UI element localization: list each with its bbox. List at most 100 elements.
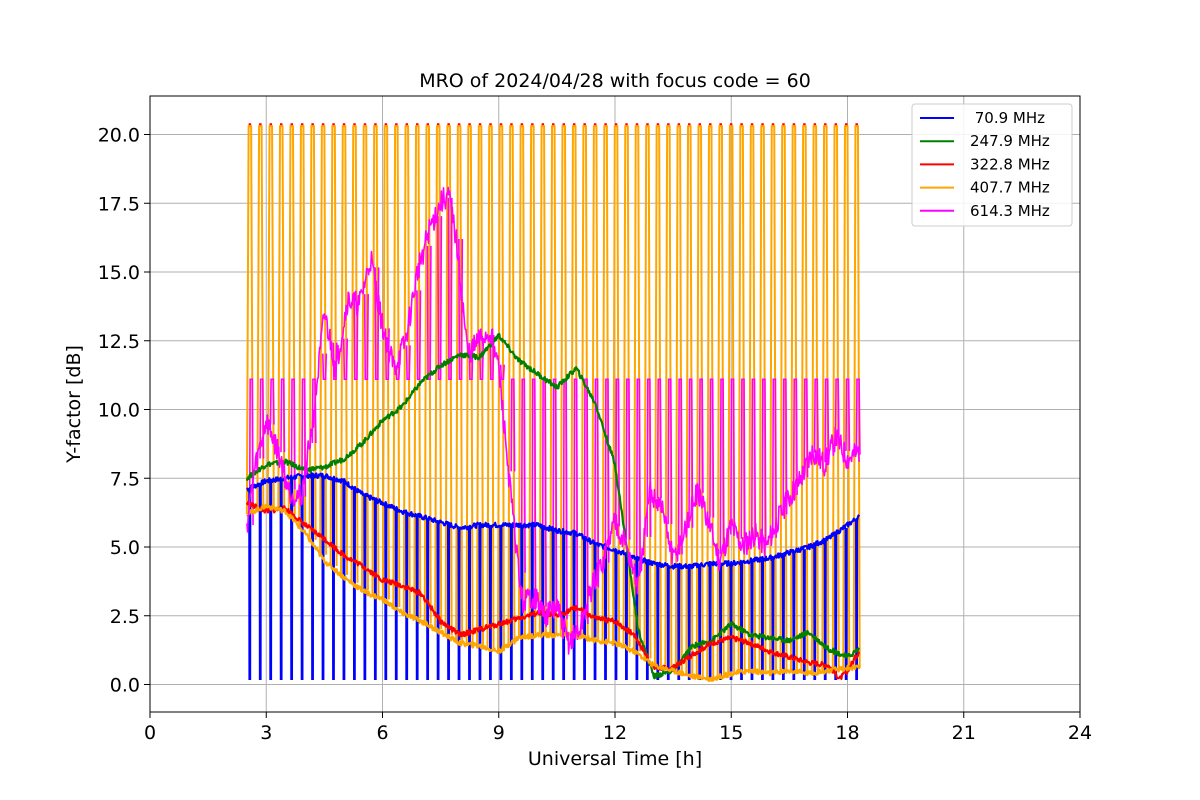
calibration-spike-magenta xyxy=(803,378,809,478)
calibration-dip-blue xyxy=(499,524,503,680)
series-line-0 xyxy=(246,472,861,570)
calibration-spike-magenta xyxy=(698,378,704,493)
calibration-dip-blue xyxy=(384,503,388,680)
calibration-spike-orange xyxy=(298,125,307,527)
calibration-dip-blue xyxy=(583,536,587,680)
calibration-dip-blue xyxy=(300,476,304,680)
x-tick-label: 24 xyxy=(1068,722,1092,744)
calibration-dip-blue xyxy=(614,549,618,680)
calibration-dip-blue xyxy=(562,531,566,680)
calibration-dip-blue xyxy=(290,477,294,680)
calibration-spike-magenta xyxy=(322,353,328,381)
calibration-spike-magenta xyxy=(813,378,819,453)
calibration-dip-blue xyxy=(331,477,336,680)
x-tick-label: 9 xyxy=(493,722,505,744)
calibration-dip-blue xyxy=(258,484,262,680)
x-tick-label: 3 xyxy=(260,722,272,744)
calibration-spike-magenta xyxy=(771,378,778,538)
calibration-spike-orange xyxy=(476,125,485,646)
calibration-spike-magenta xyxy=(730,378,736,535)
calibration-dip-blue xyxy=(813,545,817,680)
calibration-spike-magenta xyxy=(635,378,641,574)
series-line-1 xyxy=(245,332,861,680)
calibration-spike-magenta xyxy=(311,378,317,444)
calibration-dip-blue xyxy=(729,563,733,680)
calibration-dip-blue xyxy=(792,552,796,680)
x-tick-label: 18 xyxy=(835,722,859,744)
calibration-spike-magenta xyxy=(510,378,516,472)
legend-label: 247.9 MHz xyxy=(970,132,1050,150)
calibration-spike-magenta xyxy=(405,345,411,381)
calibration-dip-blue xyxy=(719,563,723,680)
calibration-dip-blue xyxy=(436,520,440,680)
calibration-spike-magenta xyxy=(301,378,307,497)
calibration-spike-magenta xyxy=(604,378,610,563)
calibration-spike-magenta xyxy=(782,378,788,515)
calibration-dip-blue xyxy=(802,549,806,680)
legend-label: 407.7 MHz xyxy=(970,179,1050,197)
calibration-dip-blue xyxy=(467,526,472,680)
calibration-spike-magenta xyxy=(719,378,725,554)
calibration-dip-blue xyxy=(310,475,315,680)
calibration-dip-blue xyxy=(750,560,754,680)
series-line-3 xyxy=(246,503,861,683)
x-tick-label: 15 xyxy=(719,722,743,744)
calibration-spike-magenta xyxy=(824,378,830,463)
legend-box xyxy=(911,103,1073,227)
y-tick-label: 7.5 xyxy=(110,468,140,490)
axis-ticks: 0 3 6 9 12 15 18 21 24 0.0 2.5 5.0 7.5 10.0 12.5 15.0 17… xyxy=(98,125,1092,745)
calibration-dip-blue xyxy=(739,562,744,680)
calibration-dip-blue xyxy=(844,528,848,680)
calibration-spike-magenta xyxy=(531,378,537,599)
y-tick-label: 2.5 xyxy=(110,606,140,628)
calibration-spike-magenta xyxy=(280,378,286,453)
calibration-dip-blue xyxy=(760,559,765,680)
calibration-spike-magenta xyxy=(426,245,432,381)
calibration-spike-magenta xyxy=(520,378,526,573)
calibration-spike-orange xyxy=(496,125,505,652)
y-tick-label: 10.0 xyxy=(98,400,140,422)
calibration-dip-blue xyxy=(834,535,838,680)
y-tick-label: 12.5 xyxy=(98,331,140,353)
calibration-spike-orange xyxy=(308,125,317,540)
y-tick-label: 17.5 xyxy=(98,193,140,215)
calibration-spike-magenta xyxy=(834,378,840,445)
y-tick-label: 0.0 xyxy=(110,675,140,697)
calibration-dip-blue xyxy=(446,523,451,680)
series-line-4 xyxy=(246,186,860,655)
calibration-dip-blue xyxy=(645,560,649,680)
calibration-spike-magenta xyxy=(395,365,401,381)
calibration-dip-blue xyxy=(677,566,681,680)
calibration-spike-magenta xyxy=(740,378,746,539)
calibration-spike-magenta xyxy=(248,378,254,526)
calibration-spike-magenta xyxy=(290,378,296,490)
calibration-dip-blue xyxy=(781,555,785,680)
calibration-spikes xyxy=(245,123,861,680)
calibration-spike-magenta xyxy=(677,378,683,555)
calibration-dip-blue xyxy=(603,546,608,680)
calibration-spike-magenta xyxy=(750,378,757,540)
calibration-spike-orange xyxy=(486,125,495,649)
calibration-spike-magenta xyxy=(499,364,505,381)
calibration-spike-magenta xyxy=(761,378,767,540)
chart-title: MRO of 2024/04/28 with focus code = 60 xyxy=(419,70,811,92)
calibration-spike-magenta xyxy=(646,378,652,537)
calibration-dip-blue xyxy=(279,479,283,680)
calibration-spike-magenta xyxy=(416,290,422,381)
calibration-spike-magenta xyxy=(342,338,349,381)
calibration-dip-blue xyxy=(656,563,660,680)
calibration-dip-blue xyxy=(771,557,775,680)
y-axis-label: Y-factor [dB] xyxy=(63,345,85,464)
calibration-spike-magenta xyxy=(374,267,380,381)
legend-label: 70.9 MHz xyxy=(970,109,1045,127)
calibration-dip-blue xyxy=(373,498,377,680)
calibration-spike-orange xyxy=(444,125,453,636)
calibration-spike-magenta xyxy=(478,343,485,381)
calibration-spike-orange xyxy=(340,125,349,575)
calibration-dip-blue xyxy=(509,524,513,680)
x-tick-label: 0 xyxy=(144,722,156,744)
calibration-spike-magenta xyxy=(269,378,275,425)
calibration-spike-magenta xyxy=(855,378,861,455)
calibration-dip-blue xyxy=(823,541,827,680)
